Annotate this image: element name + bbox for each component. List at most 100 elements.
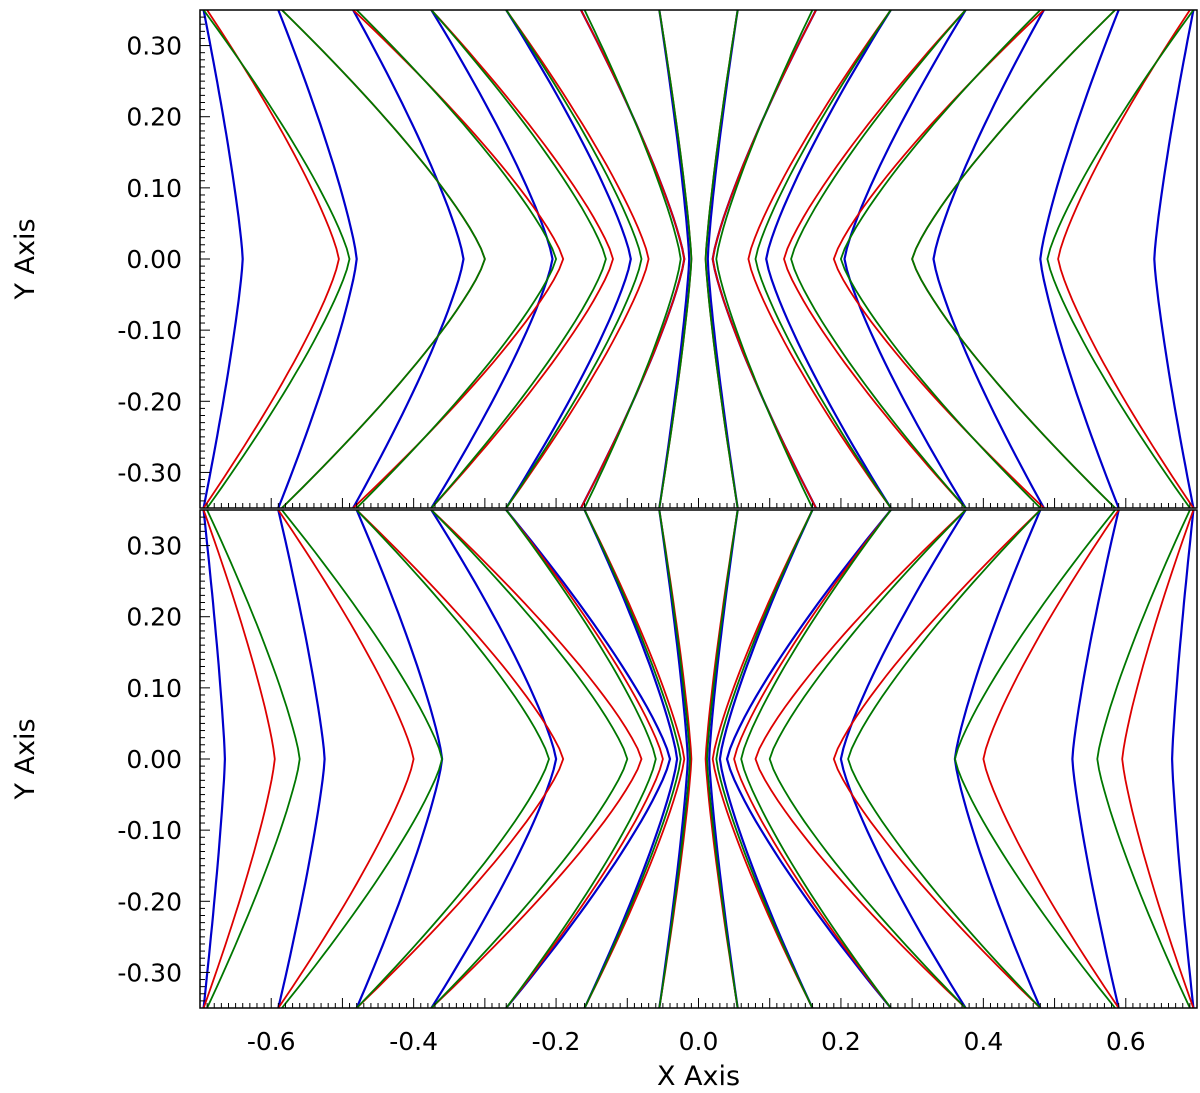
x-tick-label: -0.4 bbox=[389, 1027, 438, 1056]
field-line-bottom-s2-l2 bbox=[356, 510, 550, 1008]
panels: 0.300.200.100.00-0.10-0.20-0.30Y Axis0.3… bbox=[10, 9, 1198, 1092]
field-line-bottom-s2-l11 bbox=[847, 510, 1041, 1008]
field-line-bottom-s2-l5 bbox=[583, 510, 682, 1008]
series-group bbox=[202, 510, 1195, 1008]
field-line-bottom-s2-l13 bbox=[1096, 510, 1191, 1008]
field-line-bottom-s0-l11 bbox=[953, 510, 1042, 1008]
field-line-bottom-s1-l7 bbox=[704, 510, 739, 1008]
field-line-bottom-s1-l13 bbox=[1121, 510, 1195, 1008]
field-line-top-s1-l8 bbox=[711, 10, 817, 508]
y-tick-label: -0.10 bbox=[117, 316, 182, 345]
field-line-top-s0-l1 bbox=[277, 10, 358, 508]
field-line-top-s1-l10 bbox=[783, 10, 967, 508]
field-line-bottom-s1-l6 bbox=[658, 510, 693, 1008]
x-axis-title: X Axis bbox=[657, 1061, 740, 1092]
y-axis-title: Y Axis bbox=[10, 218, 41, 300]
field-line-top-s0-l9 bbox=[765, 10, 892, 508]
field-line-top-s2-l4 bbox=[505, 10, 643, 508]
y-tick-label: 0.10 bbox=[126, 674, 182, 703]
y-tick-label: 0.20 bbox=[126, 603, 182, 632]
field-line-top-s1-l6 bbox=[658, 10, 693, 508]
field-line-bottom-s0-l12 bbox=[1071, 510, 1120, 1008]
y-tick-label: -0.30 bbox=[117, 458, 182, 487]
y-tick-label: 0.00 bbox=[126, 745, 182, 774]
field-line-top-s0-l12 bbox=[1039, 10, 1120, 508]
field-line-top-s2-l9 bbox=[754, 10, 892, 508]
field-line-bottom-s0-l13 bbox=[1170, 510, 1195, 1008]
y-tick-label: 0.00 bbox=[126, 245, 182, 274]
field-line-top-s0-l5 bbox=[580, 10, 686, 508]
y-tick-label: 0.30 bbox=[126, 32, 182, 61]
field-line-top-s2-l0 bbox=[202, 10, 351, 508]
field-line-bottom-s0-l5 bbox=[583, 510, 679, 1008]
field-line-bottom-s2-l6 bbox=[658, 510, 691, 1008]
x-tick-label: -0.2 bbox=[532, 1027, 581, 1056]
field-line-top-s0-l11 bbox=[932, 10, 1045, 508]
field-line-top-s1-l13 bbox=[1057, 10, 1195, 508]
field-line-top-s1-l9 bbox=[747, 10, 892, 508]
field-line-bottom-s2-l8 bbox=[715, 510, 814, 1008]
field-line-top-s2-l2 bbox=[356, 10, 558, 508]
field-line-bottom-s0-l2 bbox=[355, 510, 444, 1008]
y-tick-label: -0.20 bbox=[117, 387, 182, 416]
field-line-top-s2-l8 bbox=[715, 10, 814, 508]
field-line-bottom-s1-l1 bbox=[277, 510, 415, 1008]
y-tick-label: 0.30 bbox=[126, 532, 182, 561]
x-tick-label: 0.0 bbox=[679, 1027, 719, 1056]
y-axis-title: Y Axis bbox=[10, 718, 41, 800]
field-line-bottom-s2-l10 bbox=[768, 510, 967, 1008]
field-line-bottom-s1-l0 bbox=[202, 510, 276, 1008]
field-line-top-s1-l0 bbox=[202, 10, 340, 508]
y-tick-label: 0.20 bbox=[126, 103, 182, 132]
field-line-top-s2-l10 bbox=[790, 10, 967, 508]
x-tick-label: 0.2 bbox=[821, 1027, 861, 1056]
field-line-top-s2-l13 bbox=[1046, 10, 1195, 508]
x-tick-label: -0.6 bbox=[247, 1027, 296, 1056]
field-line-top-s0-l10 bbox=[843, 10, 967, 508]
field-line-top-s2-l3 bbox=[430, 10, 607, 508]
x-tick-label: 0.6 bbox=[1106, 1027, 1146, 1056]
field-line-bottom-s2-l3 bbox=[430, 510, 629, 1008]
field-line-top-s1-l1 bbox=[281, 10, 486, 508]
field-line-bottom-s1-l4 bbox=[505, 510, 664, 1008]
field-line-bottom-s1-l8 bbox=[711, 510, 814, 1008]
field-line-bottom-s1-l2 bbox=[356, 510, 565, 1008]
field-line-bottom-s2-l0 bbox=[206, 510, 301, 1008]
field-line-top-s1-l3 bbox=[430, 10, 614, 508]
field-line-bottom-s0-l10 bbox=[839, 510, 967, 1008]
field-line-top-s1-l12 bbox=[911, 10, 1116, 508]
field-line-bottom-s1-l9 bbox=[733, 510, 892, 1008]
field-line-top-s0-l3 bbox=[430, 10, 554, 508]
field-line-top-s1-l11 bbox=[832, 10, 1045, 508]
series-group bbox=[202, 10, 1195, 508]
field-line-top-s2-l12 bbox=[911, 10, 1116, 508]
field-line-top-s0-l4 bbox=[505, 10, 632, 508]
panel-top: 0.30 0.20 0.10 0.00 -0.10 -0.20 -0.30 Y Axis bbox=[10, 9, 1198, 509]
field-line-bottom-s0-l4 bbox=[505, 510, 672, 1008]
field-line-bottom-s0-l3 bbox=[430, 510, 558, 1008]
field-line-top-s2-l1 bbox=[281, 10, 486, 508]
field-line-bottom-s1-l12 bbox=[982, 510, 1120, 1008]
field-line-top-s0-l8 bbox=[711, 10, 817, 508]
y-tick-label: -0.30 bbox=[117, 958, 182, 987]
field-line-top-s2-l7 bbox=[704, 10, 739, 508]
field-line-top-s2-l6 bbox=[658, 10, 693, 508]
field-line-bottom-s0-l8 bbox=[718, 510, 814, 1008]
field-line-bottom-s2-l9 bbox=[740, 510, 892, 1008]
field-line-bottom-s0-l0 bbox=[202, 510, 227, 1008]
panel-bottom: 0.30 0.20 0.10 0.00 -0.10 -0.20 -0.30 Y Axis -0.… bbox=[10, 509, 1198, 1092]
field-line-top-s2-l5 bbox=[583, 10, 682, 508]
plot-frame bbox=[199, 509, 1198, 1009]
field-line-bottom-s1-l11 bbox=[832, 510, 1041, 1008]
y-tick-label: 0.10 bbox=[126, 174, 182, 203]
field-line-top-s0-l13 bbox=[1153, 10, 1195, 508]
field-line-top-s1-l4 bbox=[505, 10, 650, 508]
field-line-bottom-s0-l1 bbox=[277, 510, 326, 1008]
x-tick-label: 0.4 bbox=[963, 1027, 1003, 1056]
field-line-bottom-s2-l4 bbox=[505, 510, 657, 1008]
field-line-bottom-s1-l5 bbox=[583, 510, 686, 1008]
field-line-bottom-s1-l3 bbox=[430, 510, 643, 1008]
y-tick-label: -0.20 bbox=[117, 887, 182, 916]
field-line-top-s1-l7 bbox=[704, 10, 739, 508]
